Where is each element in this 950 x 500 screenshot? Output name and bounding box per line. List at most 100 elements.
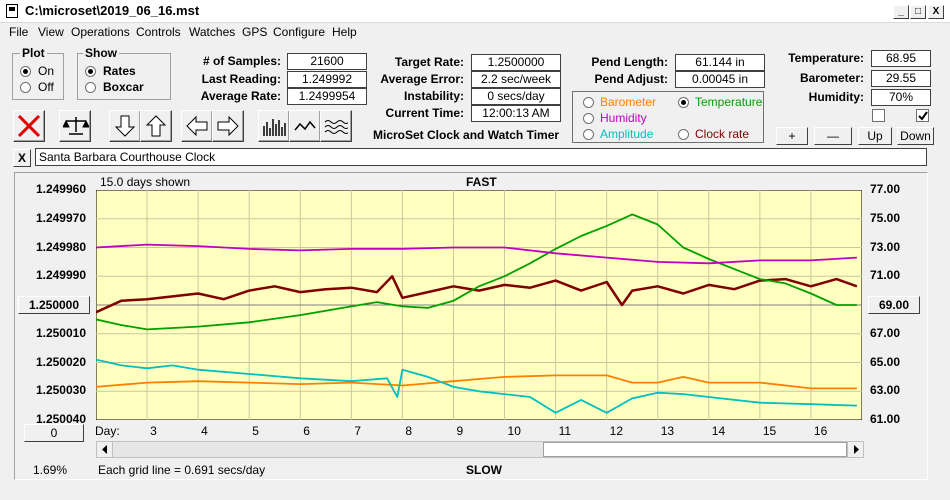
series-clock-rate bbox=[96, 275, 858, 314]
option-checkbox-1[interactable] bbox=[872, 109, 885, 122]
title-bar: C:\microset\2019_06_16.mst _ □ X bbox=[0, 0, 950, 23]
show-group bbox=[77, 53, 171, 100]
day-tick-label: 14 bbox=[711, 424, 726, 438]
day-tick-label: 12 bbox=[609, 424, 624, 438]
slow-label: SLOW bbox=[466, 463, 502, 477]
scroll-right-button[interactable] bbox=[847, 442, 863, 457]
target-rate-field: 1.2500000 bbox=[471, 54, 561, 71]
amplitude-radio[interactable] bbox=[583, 129, 594, 140]
move-right-button[interactable] bbox=[212, 110, 244, 142]
menu-view[interactable]: View bbox=[38, 25, 64, 39]
center-temp-button[interactable]: 69.00 bbox=[868, 296, 920, 314]
menu-configure[interactable]: Configure bbox=[273, 25, 326, 39]
day-tick-label: 6 bbox=[303, 424, 310, 438]
humidity-radio[interactable] bbox=[583, 113, 594, 124]
arrow-down-icon bbox=[114, 115, 136, 137]
plot-off-label: Off bbox=[38, 80, 54, 94]
clear-name-button[interactable]: X bbox=[13, 149, 31, 167]
day-tick-label: 4 bbox=[201, 424, 208, 438]
arrow-up-icon bbox=[145, 115, 167, 137]
humidity-option-label: Humidity bbox=[600, 111, 647, 125]
humidity-label: Humidity: bbox=[808, 90, 864, 104]
plot-group-title: Plot bbox=[20, 46, 47, 60]
menu-bar: File View Operations Controls Watches GP… bbox=[0, 23, 950, 43]
scroll-left-icon bbox=[102, 445, 107, 454]
series-temperature bbox=[96, 213, 857, 331]
menu-controls[interactable]: Controls bbox=[136, 25, 181, 39]
menu-gps[interactable]: GPS bbox=[242, 25, 268, 39]
day-tick-label: 15 bbox=[762, 424, 777, 438]
close-button[interactable]: X bbox=[928, 5, 944, 19]
move-up-button[interactable] bbox=[140, 110, 172, 142]
bar-graph-icon bbox=[263, 119, 286, 136]
horizontal-scrollbar[interactable] bbox=[96, 441, 864, 458]
day-tick-label: 13 bbox=[660, 424, 675, 438]
plot-on-radio[interactable] bbox=[20, 66, 31, 77]
day-tick-label: 8 bbox=[405, 424, 413, 438]
instability-field: 0 secs/day bbox=[471, 88, 561, 105]
rates-radio[interactable] bbox=[85, 66, 96, 77]
maximize-button[interactable]: □ bbox=[910, 5, 926, 19]
clock-rate-radio[interactable] bbox=[678, 129, 689, 140]
samples-field: 21600 bbox=[287, 53, 367, 70]
option-checkbox-2[interactable] bbox=[916, 109, 929, 122]
series-humidity bbox=[96, 243, 857, 265]
scroll-thumb[interactable] bbox=[543, 442, 847, 457]
left-axis-tick: 1.250040 bbox=[35, 412, 86, 426]
arrow-left-icon bbox=[186, 115, 208, 137]
percent-label: 1.69% bbox=[33, 463, 68, 477]
boxcar-label: Boxcar bbox=[103, 80, 144, 94]
day-tick-label: 7 bbox=[354, 424, 362, 438]
line-graph-button[interactable] bbox=[289, 110, 321, 142]
menu-operations[interactable]: Operations bbox=[71, 25, 130, 39]
plus-button[interactable]: + bbox=[776, 127, 808, 145]
app-icon bbox=[6, 4, 18, 18]
left-axis-tick: 1.249960 bbox=[35, 182, 86, 196]
current-time-label: Current Time: bbox=[385, 106, 464, 120]
right-axis-tick: 63.00 bbox=[870, 383, 901, 398]
right-axis-tick: 65.00 bbox=[870, 354, 901, 369]
bar-graph-button[interactable] bbox=[258, 110, 290, 142]
scroll-left-button[interactable] bbox=[97, 442, 113, 457]
day-tick-label: 5 bbox=[252, 424, 259, 438]
plot-on-label: On bbox=[38, 64, 55, 78]
right-axis-tick: 73.00 bbox=[870, 239, 901, 254]
right-axis-tick: 71.00 bbox=[870, 268, 901, 283]
center-rate-button[interactable]: 1.250000 bbox=[18, 296, 90, 314]
arrow-right-icon bbox=[217, 115, 239, 137]
menu-help[interactable]: Help bbox=[332, 25, 357, 39]
day-tick-label: 16 bbox=[813, 424, 828, 438]
up-button[interactable]: Up bbox=[858, 127, 892, 145]
move-down-button[interactable] bbox=[109, 110, 141, 142]
menu-watches[interactable]: Watches bbox=[189, 25, 236, 39]
grid-note: Each grid line = 0.691 secs/day bbox=[98, 463, 266, 477]
down-button[interactable]: Down bbox=[897, 127, 934, 145]
menu-file[interactable]: File bbox=[9, 25, 29, 39]
balance-button[interactable] bbox=[59, 110, 91, 142]
left-axis-tick: 1.250020 bbox=[35, 354, 86, 369]
plot-off-radio[interactable] bbox=[20, 82, 31, 93]
app-title: MicroSet Clock and Watch Timer bbox=[373, 128, 560, 142]
right-axis-tick: 67.00 bbox=[870, 325, 901, 340]
checkmark-icon bbox=[918, 111, 928, 121]
clock-name-input[interactable]: Santa Barbara Courthouse Clock bbox=[35, 148, 927, 166]
wave-graph-button[interactable] bbox=[320, 110, 352, 142]
left-axis-tick: 1.250010 bbox=[35, 325, 86, 340]
humidity-field: 70% bbox=[871, 89, 931, 106]
minus-button[interactable]: — bbox=[814, 127, 852, 145]
right-axis-tick: 61.00 bbox=[870, 412, 901, 426]
show-group-title: Show bbox=[83, 46, 119, 60]
boxcar-radio[interactable] bbox=[85, 82, 96, 93]
target-rate-label: Target Rate: bbox=[394, 55, 464, 69]
move-left-button[interactable] bbox=[181, 110, 213, 142]
barometer-radio[interactable] bbox=[583, 97, 594, 108]
minimize-button[interactable]: _ bbox=[893, 5, 909, 19]
stop-button[interactable] bbox=[13, 110, 45, 142]
offset-button[interactable]: 0 bbox=[24, 424, 84, 442]
temperature-radio[interactable] bbox=[678, 97, 689, 108]
temperature-label: Temperature: bbox=[788, 51, 864, 65]
day-tick-label: 9 bbox=[456, 424, 464, 438]
pend-adjust-label: Pend Adjust: bbox=[594, 72, 668, 86]
left-axis-tick: 1.249990 bbox=[35, 268, 86, 283]
fast-label: FAST bbox=[466, 175, 497, 189]
